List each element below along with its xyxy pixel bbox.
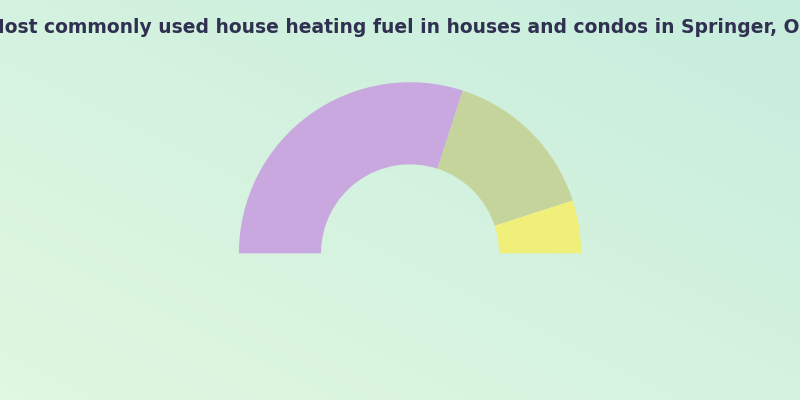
Wedge shape [239, 82, 463, 253]
Text: Most commonly used house heating fuel in houses and condos in Springer, OK: Most commonly used house heating fuel in… [0, 18, 800, 37]
Wedge shape [494, 200, 581, 253]
Wedge shape [438, 90, 573, 226]
